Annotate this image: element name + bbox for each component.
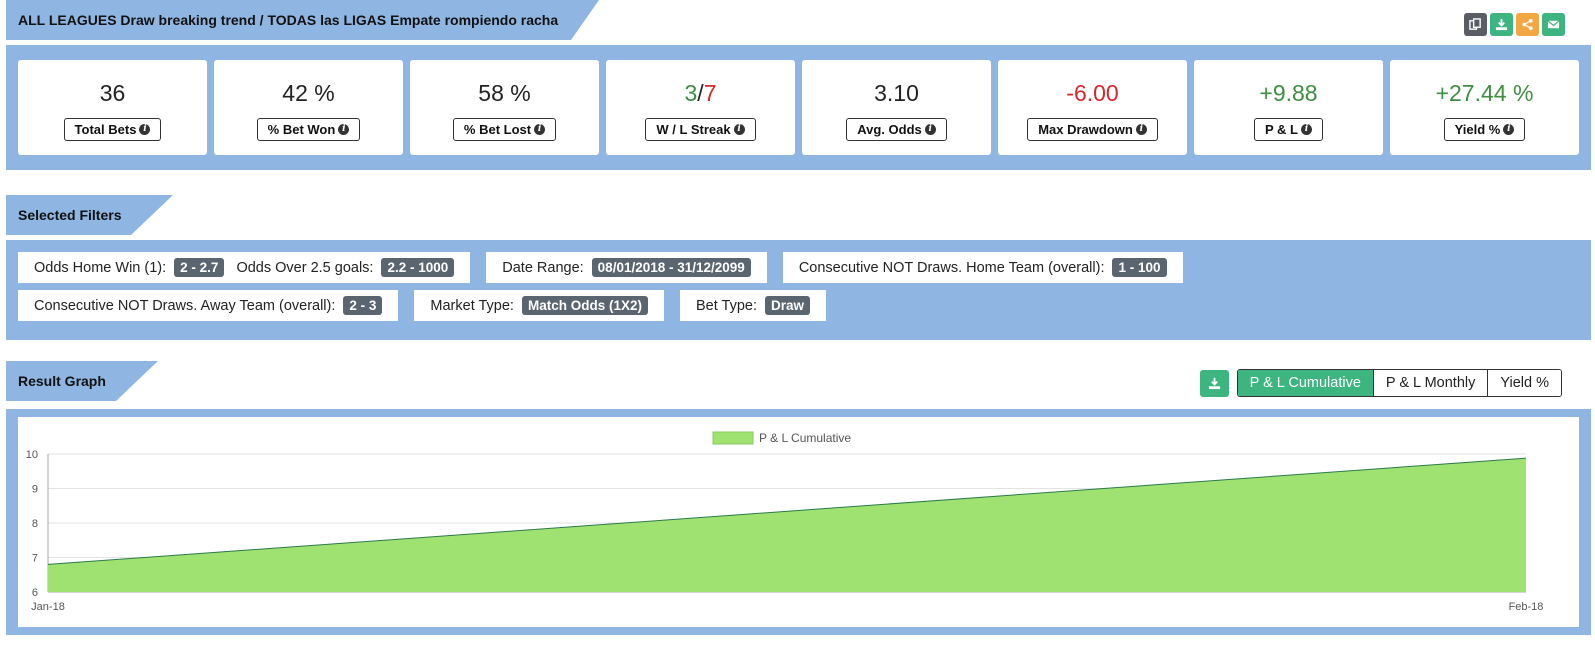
stat-label-text: Total Bets — [74, 122, 137, 137]
graph-download-button[interactable] — [1199, 369, 1229, 397]
graph-controls: P & L Cumulative P & L Monthly Yield % — [1199, 369, 1562, 397]
filter-label: Bet Type: — [695, 297, 757, 314]
filter-label: Consecutive NOT Draws. Away Team (overal… — [34, 297, 336, 314]
stat-card-bet-won: 42 % % Bet Won i — [214, 60, 403, 155]
filter-value-badge: Match Odds (1X2) — [521, 296, 648, 315]
stat-label-text: % Bet Won — [267, 122, 336, 137]
filter-bet-type: Bet Type: Draw — [679, 290, 826, 321]
copy-icon[interactable] — [1464, 13, 1487, 36]
share-icon[interactable] — [1516, 13, 1539, 36]
info-icon: i — [733, 124, 745, 135]
stat-card-yield: +27.44 % Yield % i — [1390, 60, 1579, 155]
stat-label[interactable]: Max Drawdown i — [1027, 118, 1158, 141]
graph-tabs: P & L Cumulative P & L Monthly Yield % — [1236, 369, 1562, 397]
graph-panel: 6 7 8 9 10 Jan-18 Feb-18 P & L Cumulative — [6, 409, 1591, 635]
stat-label[interactable]: % Bet Lost i — [452, 118, 557, 141]
stat-value: 3/7 — [685, 80, 717, 108]
filter-value-badge: Draw — [764, 296, 810, 315]
stat-label-text: W / L Streak — [656, 122, 731, 137]
filter-date-range: Date Range: 08/01/2018 - 31/12/2099 — [486, 252, 767, 283]
stat-label[interactable]: % Bet Won i — [256, 118, 361, 141]
filter-value-badge: 1 - 100 — [1112, 258, 1167, 277]
stat-label-text: % Bet Lost — [463, 122, 532, 137]
filter-row: Odds Home Win (1): 2 - 2.7 Odds Over 2.5 … — [18, 252, 1579, 283]
filter-value-badge: 2.2 - 1000 — [381, 258, 455, 277]
filter-away-not-draws: Consecutive NOT Draws. Away Team (overal… — [18, 290, 399, 321]
y-tick-label: 8 — [32, 518, 38, 530]
stat-label[interactable]: W / L Streak i — [645, 118, 756, 141]
stat-value: 58 % — [478, 80, 531, 106]
filter-value-badge: 08/01/2018 - 31/12/2099 — [591, 258, 751, 277]
streak-separator: / — [697, 80, 704, 106]
x-tick-label: Jan-18 — [31, 601, 65, 613]
filters-panel: Odds Home Win (1): 2 - 2.7 Odds Over 2.5 … — [6, 240, 1591, 340]
info-icon: i — [1301, 124, 1312, 135]
stat-label[interactable]: Total Bets i — [63, 118, 162, 141]
stat-value: 3.10 — [874, 80, 919, 106]
filter-label: Odds Home Win (1): — [34, 259, 167, 276]
loss-streak: 7 — [703, 80, 717, 106]
tab-pl-monthly[interactable]: P & L Monthly — [1372, 370, 1488, 396]
info-icon: i — [1503, 124, 1515, 135]
tab-pl-cumulative[interactable]: P & L Cumulative — [1237, 370, 1373, 396]
header-actions — [1464, 13, 1565, 36]
filter-value-badge: 2 - 2.7 — [174, 258, 225, 277]
stat-card-max-drawdown: -6.00 Max Drawdown i — [998, 60, 1187, 155]
stat-card-total-bets: 36 Total Bets i — [18, 60, 207, 155]
filter-label: Consecutive NOT Draws. Home Team (overal… — [798, 259, 1105, 276]
filter-label: Date Range: — [502, 259, 584, 276]
stat-value: +9.88 — [1259, 80, 1318, 106]
download-icon — [1208, 377, 1220, 389]
y-tick-label: 7 — [32, 553, 38, 565]
series-line — [47, 457, 1527, 565]
info-icon: i — [1135, 124, 1147, 135]
stat-value: -6.00 — [1066, 80, 1119, 106]
tab-yield[interactable]: Yield % — [1487, 370, 1561, 396]
info-icon: i — [338, 124, 350, 135]
x-tick-label: Feb-18 — [1509, 601, 1544, 613]
graph-title: Result Graph — [6, 361, 158, 401]
legend-swatch — [712, 431, 754, 445]
info-icon: i — [534, 124, 546, 135]
filter-home-not-draws: Consecutive NOT Draws. Home Team (overal… — [782, 252, 1183, 283]
filters-header: Selected Filters — [0, 195, 1595, 235]
y-tick-label: 6 — [32, 587, 38, 599]
series-area — [48, 458, 1526, 592]
filter-label: Market Type: — [430, 297, 514, 314]
stat-value: 42 % — [282, 80, 335, 106]
report-title: ALL LEAGUES Draw breaking trend / TODAS … — [6, 0, 599, 40]
filter-value-badge: 2 - 3 — [343, 296, 383, 315]
stat-value: +27.44 % — [1435, 80, 1534, 106]
legend-label: P & L Cumulative — [759, 431, 851, 445]
y-tick-label: 10 — [26, 449, 38, 461]
download-icon[interactable] — [1490, 13, 1513, 36]
stat-label[interactable]: Avg. Odds i — [846, 118, 947, 141]
report-header: ALL LEAGUES Draw breaking trend / TODAS … — [0, 0, 1595, 40]
filter-label: Odds Over 2.5 goals: — [236, 259, 374, 276]
win-streak: 3 — [684, 80, 698, 106]
email-icon[interactable] — [1542, 13, 1565, 36]
stat-card-wl-streak: 3/7 W / L Streak i — [606, 60, 795, 155]
stat-label-text: Max Drawdown — [1038, 122, 1133, 137]
graph-header: Result Graph — [0, 361, 1595, 401]
y-tick-label: 9 — [32, 484, 38, 496]
pl-cumulative-chart: 6 7 8 9 10 Jan-18 Feb-18 P & L Cumulative — [26, 431, 1544, 613]
chart-container: 6 7 8 9 10 Jan-18 Feb-18 P & L Cumulative — [18, 417, 1579, 627]
filters-title: Selected Filters — [6, 195, 173, 235]
stat-card-bet-lost: 58 % % Bet Lost i — [410, 60, 599, 155]
info-icon: i — [924, 124, 936, 135]
filter-odds: Odds Home Win (1): 2 - 2.7 Odds Over 2.5 … — [18, 252, 471, 283]
stat-label-text: P & L — [1265, 122, 1298, 137]
stat-label-text: Avg. Odds — [857, 122, 922, 137]
filter-market-type: Market Type: Match Odds (1X2) — [414, 290, 664, 321]
stats-panel: 36 Total Bets i 42 % % Bet Won i 58 % % Be… — [6, 45, 1591, 170]
stat-value: 36 — [99, 80, 126, 106]
stat-card-avg-odds: 3.10 Avg. Odds i — [802, 60, 991, 155]
filter-row: Consecutive NOT Draws. Away Team (overal… — [18, 290, 1579, 321]
stat-label-text: Yield % — [1454, 122, 1501, 137]
stat-label[interactable]: Yield % i — [1443, 118, 1526, 141]
info-icon: i — [139, 124, 151, 135]
